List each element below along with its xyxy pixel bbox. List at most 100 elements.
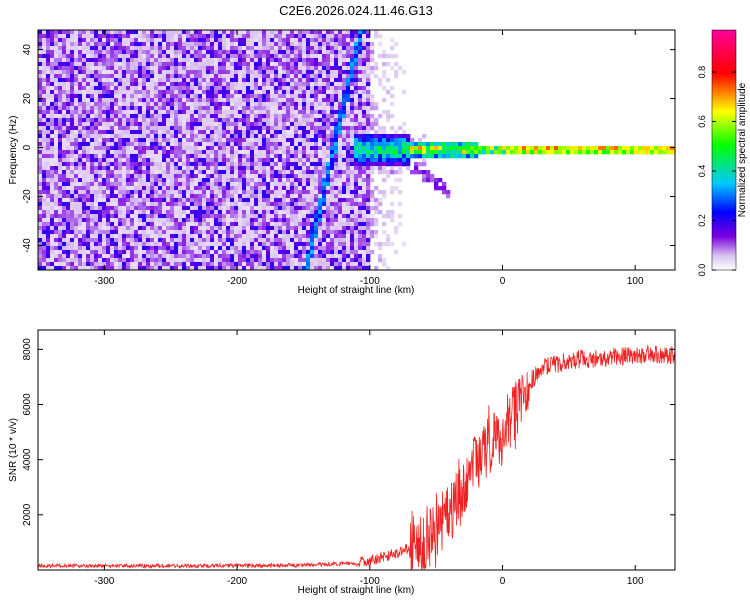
spectrogram-cell [94,170,99,175]
spectrogram-cell [78,126,83,131]
spectrogram-cell [134,186,139,191]
spectrogram-cell [286,254,291,259]
spectrogram-cell [222,62,227,67]
spectrogram-cell [202,118,207,123]
spectrogram-cell [186,94,191,99]
spectrogram-cell [322,266,327,270]
spectrogram-cell [198,86,203,91]
spectrogram-cell [58,30,63,35]
spectrogram-cell [314,158,319,163]
spectrogram-cell [362,42,367,47]
spectrogram-cell [262,222,267,227]
spectrogram-cell [38,122,43,127]
spectrogram-cell [338,170,343,175]
spectrogram-cell [138,102,143,107]
spectrogram-cell [206,230,211,235]
spectrogram-cell [94,30,99,35]
spectrogram-cell [78,250,83,255]
spectrogram-cell [86,242,91,247]
spectrogram-cell [94,202,99,207]
spectrogram-cell [314,130,319,135]
spectrogram-cell [154,178,159,183]
spectrogram-cell [38,130,43,135]
spectrogram-cell [174,254,179,259]
spectrogram-cell [78,78,83,83]
spectrogram-cell [70,214,75,219]
spectrogram-cell [210,130,215,135]
spectrogram-cell [190,110,195,115]
spectrogram-cell [250,62,255,67]
spectrogram-cell [206,74,211,79]
spectrogram-cell [82,206,87,211]
spectrogram-cell [46,230,51,235]
spectrogram-cell [98,178,103,183]
spectrogram-cell [78,98,83,103]
spectrogram-cell [210,90,215,95]
spectrogram-cell [318,114,323,119]
spectrogram-cell [254,34,259,39]
spectrogram-cell [194,222,199,227]
spectrogram-cell [106,258,111,263]
spectrogram-cell [286,146,291,151]
spectrogram-cell [206,202,211,207]
spectrogram-cell [290,206,295,211]
spectrogram-cell [214,254,219,259]
spectrogram-cell [74,182,79,187]
spectrogram-cell [286,86,291,91]
spectrogram-cell [170,158,175,163]
spectrogram-cell [50,134,55,139]
spectrogram-cell [194,166,199,171]
spectrogram-cell [238,266,243,270]
spectrogram-cell [118,222,123,227]
spectrogram-cell [58,174,63,179]
spectrogram-cell [182,142,187,147]
spectrogram-cell [174,218,179,223]
spectrogram-cell [70,50,75,55]
spectrogram-cell [106,266,111,270]
spectrogram-cell [294,242,299,247]
spectrogram-cell [274,174,279,179]
spectrogram-cell [298,210,303,215]
spectrogram-cell [342,150,347,155]
spectrogram-cell [270,206,275,211]
spectrogram-cell [302,54,307,59]
spectrogram-cell [258,214,263,219]
spectrogram-cell [346,266,351,270]
spectrogram-cell [354,246,359,251]
spectrogram-cell [262,122,267,127]
spectrogram-cell [270,98,275,103]
spectrogram-cell [126,34,131,39]
spectrogram-cell [222,226,227,231]
spectrogram-cell [338,190,343,195]
spectrogram-cell [354,210,359,215]
spectrogram-cell [218,170,223,175]
spectrogram-cell [50,174,55,179]
spectrogram-cell [146,158,151,163]
spectrogram-cell [278,118,283,123]
spectrogram-cell [42,218,47,223]
spectrogram-cell [62,266,67,270]
spectrogram-cell [162,94,167,99]
spectrogram-cell [106,130,111,135]
spectrogram-cell [190,178,195,183]
spectrogram-cell [122,118,127,123]
spectrogram-cell [246,206,251,211]
spectrogram-cell [78,130,83,135]
spectrogram-cell [302,102,307,107]
spectrogram-cell [358,66,363,71]
spectrogram-cell [106,134,111,139]
spectrogram-cell [158,146,163,151]
spectrogram-cell [198,162,203,167]
spectrogram-cell [362,254,367,259]
spectrogram-cell [78,66,83,71]
spectrogram-cell [246,202,251,207]
spectrogram-cell [150,74,155,79]
spectrogram-cell [170,42,175,47]
spectrogram-cell [106,186,111,191]
spectrogram-cell [226,142,231,147]
spectrogram-cell [198,198,203,203]
spectrogram-cell [330,150,335,155]
spectrogram-cell [138,254,143,259]
spectrogram-cell [278,134,283,139]
spectrogram-cell [198,202,203,207]
